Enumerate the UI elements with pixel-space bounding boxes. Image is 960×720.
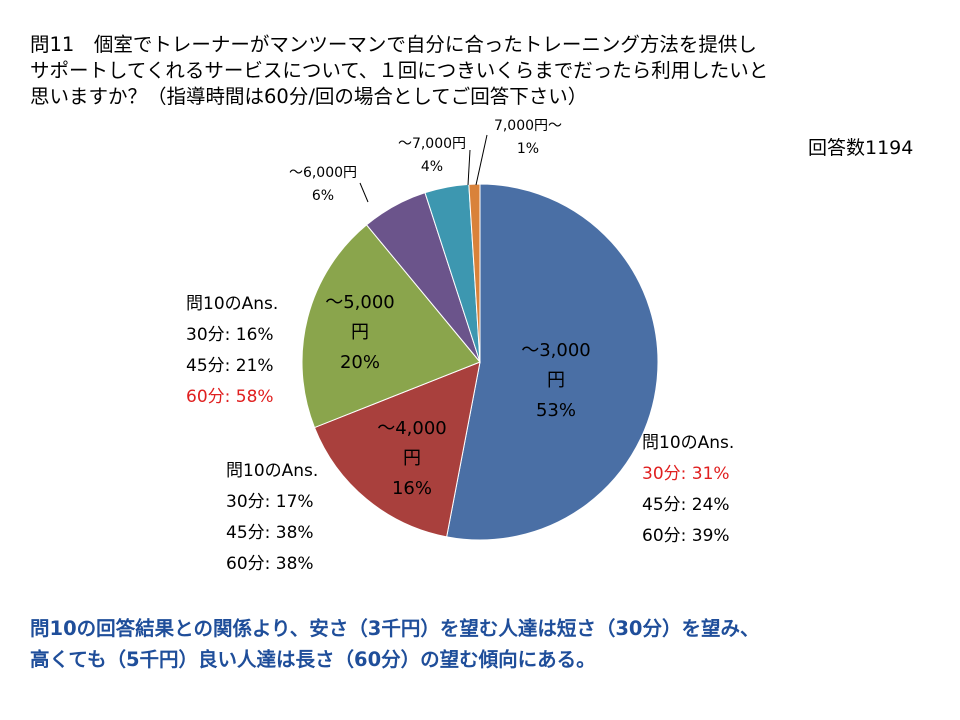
pie-slice-1 — [313, 361, 481, 538]
annotation-4000-60min: 60分: 38% — [226, 554, 314, 574]
slice-label-0-line-0: ～3,000 — [521, 340, 591, 361]
leader-line-4 — [467, 149, 471, 186]
annotation-5000-45min: 45分: 21% — [186, 356, 274, 376]
slice-label-2-line-2: 20% — [340, 352, 380, 373]
slice-label-0-line-2: 53% — [536, 400, 576, 421]
annotation-5000-head: 問10のAns. — [186, 294, 279, 314]
annotation-4000-30min: 30分: 17% — [226, 492, 314, 512]
leader-line-3 — [359, 182, 369, 203]
annotation-4000-head: 問10のAns. — [226, 461, 319, 481]
slice-label-3-line-1: 6% — [312, 188, 334, 204]
annotation-3000-45min: 45分: 24% — [642, 495, 730, 515]
annotation-3000-30min: 30分: 31% — [642, 464, 730, 484]
annotation-3000-60min: 60分: 39% — [642, 526, 730, 546]
slice-label-3-line-0: ～6,000円 — [289, 165, 357, 181]
slice-label-4-line-0: ～7,000円 — [398, 136, 466, 152]
annotation-5000: 問10のAns. 30分: 16% 45分: 21% 60分: 58% — [186, 289, 278, 413]
annotation-5000-60min: 60分: 58% — [186, 387, 274, 407]
slice-label-2-line-1: 円 — [351, 322, 369, 343]
annotation-3000: 問10のAns. 30分: 31% 45分: 24% 60分: 39% — [642, 428, 734, 552]
slice-label-5-line-0: 7,000円～ — [494, 118, 562, 134]
annotation-3000-head: 問10のAns. — [642, 433, 735, 453]
slice-label-1-line-2: 16% — [392, 478, 432, 499]
annotation-5000-30min: 30分: 16% — [186, 325, 274, 345]
slice-label-2-line-0: ～5,000 — [325, 292, 395, 313]
annotation-4000: 問10のAns. 30分: 17% 45分: 38% 60分: 38% — [226, 456, 318, 580]
slice-label-5-line-1: 1% — [517, 141, 539, 157]
annotation-4000-45min: 45分: 38% — [226, 523, 314, 543]
slice-label-1-line-1: 円 — [403, 448, 421, 469]
leader-line-5 — [475, 134, 488, 186]
pie-slice-5 — [468, 183, 481, 363]
question-title: 問11 個室でトレーナーがマンツーマンで自分に合ったトレーニング方法を提供し サ… — [30, 32, 930, 110]
conclusion-line-2: 高くても（5千円）良い人達は長さ（60分）の望む傾向にある。 — [30, 648, 596, 671]
slice-label-1-line-0: ～4,000 — [377, 418, 447, 439]
conclusion: 問10の回答結果との関係より、安さ（3千円）を望む人達は短さ（30分）を望み、 … — [30, 613, 759, 675]
conclusion-line-1: 問10の回答結果との関係より、安さ（3千円）を望む人達は短さ（30分）を望み、 — [30, 617, 760, 640]
slice-label-0-line-1: 円 — [547, 370, 565, 391]
title-line-2: サポートしてくれるサービスについて、１回につきいくらまでだったら利用したいと — [30, 59, 769, 82]
response-count: 回答数1194 — [808, 137, 914, 159]
pie-slice-2 — [301, 224, 481, 429]
title-line-1: 問11 個室でトレーナーがマンツーマンで自分に合ったトレーニング方法を提供し — [30, 33, 757, 56]
slice-label-4-line-1: 4% — [421, 159, 443, 175]
title-line-3: 思いますか？（指導時間は60分/回の場合としてご回答下さい） — [30, 85, 588, 108]
pie-slice-0 — [446, 183, 659, 541]
